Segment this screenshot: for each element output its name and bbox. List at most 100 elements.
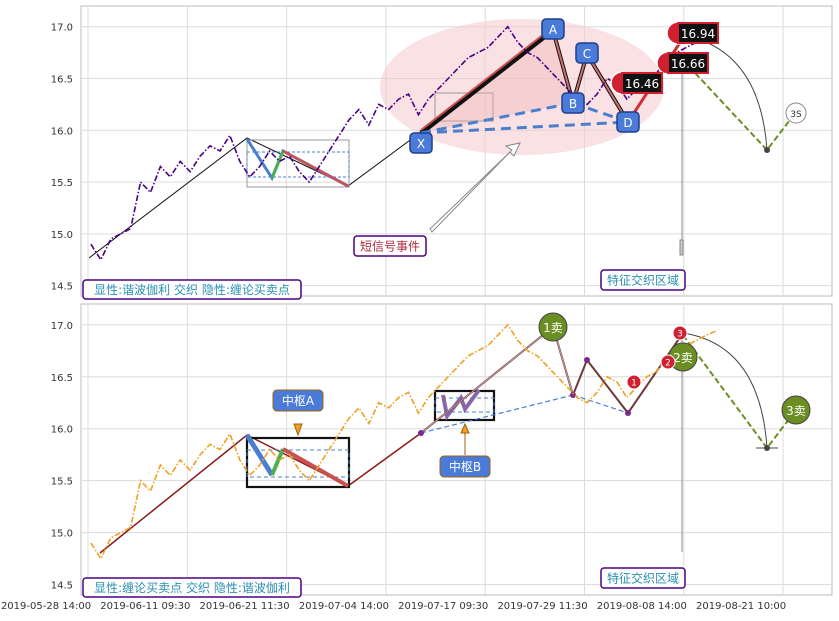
pattern-point-label: A: [549, 23, 558, 37]
bottom-annotations: [99, 325, 797, 554]
y-tick-label: 17.0: [51, 23, 73, 34]
small-marker-label: 1: [631, 379, 637, 389]
bottom-series: [90, 323, 717, 561]
feature-zone-label: 特征交织区域: [607, 273, 679, 288]
bottom-corner-label-box: [82, 577, 302, 598]
connector-dashed: [420, 394, 574, 434]
small-marker: [626, 374, 642, 390]
value-badge: [621, 72, 663, 94]
top-corner-label-box: [82, 279, 302, 300]
zhongshu-a-label-box: [272, 389, 324, 412]
x-tick-label: 2019-06-11 09:30: [100, 601, 190, 612]
bottom-plot-area: [80, 303, 833, 596]
pattern-xa: [419, 28, 555, 135]
pattern-point-a: [541, 18, 565, 40]
value-badge-label: 16.46: [625, 77, 659, 91]
x-tick-labels: 2019-05-28 14:00 2019-06-11 09:30 2019-06-…: [1, 601, 786, 612]
segment-blue: [244, 433, 275, 477]
pattern-abcd-inner: [552, 29, 629, 123]
segment-green: [270, 448, 285, 476]
feature-zone-bar: [679, 239, 684, 256]
projection-point: [764, 445, 770, 451]
top-panel: 17.0 16.5 16.0 15.5 15.0 14.5 X A B C D 16.94 16.66…: [51, 5, 833, 300]
small-marker-label: 3: [677, 330, 683, 340]
pattern-point-label: C: [583, 47, 591, 61]
pattern-point-b: [561, 92, 585, 114]
value-badge: [667, 52, 709, 74]
pivot-point: [584, 357, 590, 363]
pattern-xd: [420, 120, 629, 135]
segment-red: [282, 447, 349, 488]
sell-signal-3: [781, 395, 811, 425]
small-marker: [672, 325, 688, 341]
feature-zone-label: 特征交织区域: [607, 571, 679, 586]
pattern-xb: [420, 101, 574, 135]
sell-signal-label: 2卖: [673, 351, 693, 365]
pattern-point-label: D: [623, 116, 632, 130]
bottom-y-ticks: 17.0 16.5 16.0 15.5 15.0 14.5: [51, 321, 73, 592]
pattern-xa-inner: [420, 26, 554, 131]
sell-signal-label: 3卖: [786, 404, 806, 418]
sell-signal-1: [538, 312, 568, 342]
segment-purple: [441, 388, 481, 421]
short-signal-label: 短信号事件: [360, 240, 420, 254]
arrow-icon: [429, 142, 521, 233]
price-series-line: [90, 323, 717, 561]
box-pivot: [434, 92, 494, 122]
x-tick-label: 2019-07-04 14:00: [299, 601, 389, 612]
zhongshu-a-label: 中枢A: [282, 393, 315, 408]
top-y-ticks: 17.0 16.5 16.0 15.5 15.0 14.5: [51, 23, 73, 293]
y-tick-label: 16.5: [51, 373, 73, 384]
projection-path: [682, 59, 797, 152]
arrow-down-icon: [293, 423, 303, 437]
trend-line: [88, 131, 422, 259]
y-tick-label: 16.5: [51, 75, 73, 86]
top-labels: X A B C D 16.94 16.66 16.46 3S 短信号事件特征交织区域显性:谐波伽利…: [82, 18, 807, 300]
pivot-point: [625, 410, 631, 416]
y-tick-label: 15.5: [51, 477, 73, 488]
x-tick-label: 2019-05-28 14:00: [1, 601, 91, 612]
pattern-point-label: X: [417, 137, 425, 151]
pattern-point-x: [409, 132, 433, 154]
y-tick-label: 16.0: [51, 126, 73, 137]
pivot-point: [570, 392, 576, 398]
zhongshu-a-inner: [246, 449, 350, 478]
x-tick-label: 2019-08-21 10:00: [696, 601, 786, 612]
value-badge-label: 16.66: [671, 57, 705, 71]
segment-green: [270, 150, 285, 179]
bottom-panel: 17.0 16.5 16.0 15.5 15.0 14.5 1卖 2卖 3卖 1 2 3 中枢A 中枢B…: [51, 303, 833, 598]
bottom-grid: [81, 304, 832, 595]
top-annotations: [88, 19, 797, 259]
sell-signal-label: 1卖: [543, 321, 563, 335]
segment-red: [282, 149, 349, 188]
zhongshu-b-label: 中枢B: [449, 459, 481, 474]
value-badge-label: 16.94: [681, 27, 715, 41]
x-tick-label: 2019-06-21 11:30: [200, 601, 290, 612]
value-badge: [677, 22, 719, 44]
projection-arc: [682, 332, 768, 449]
x-tick-label: 2019-07-17 09:30: [398, 601, 488, 612]
pattern-point-d: [616, 111, 640, 133]
y-tick-label: 15.0: [51, 529, 73, 540]
box-pivot-inner: [246, 151, 350, 178]
projection-point: [764, 147, 770, 153]
y-tick-label: 14.5: [51, 581, 73, 592]
trend-line: [99, 432, 422, 554]
arrow-up-icon: [460, 422, 470, 434]
x-tick-label: 2019-08-08 14:00: [597, 601, 687, 612]
y-tick-label: 16.0: [51, 425, 73, 436]
zhongshu-b-label-box: [439, 455, 491, 478]
connector-dashed: [572, 394, 629, 414]
y-tick-label: 17.0: [51, 321, 73, 332]
small-marker-label: 2: [665, 359, 671, 369]
y-tick-label: 15.5: [51, 178, 73, 189]
pivot-point: [418, 430, 424, 436]
x-tick-label: 2019-07-29 11:30: [497, 601, 587, 612]
y-tick-label: 14.5: [51, 282, 73, 293]
projection-badge: [785, 102, 807, 124]
top-corner-label: 显性:谐波伽利 交织 隐性:缠论买卖点: [94, 282, 290, 297]
bottom-corner-label: 显性:缠论买卖点 交织 隐性:谐波伽利: [94, 580, 290, 595]
